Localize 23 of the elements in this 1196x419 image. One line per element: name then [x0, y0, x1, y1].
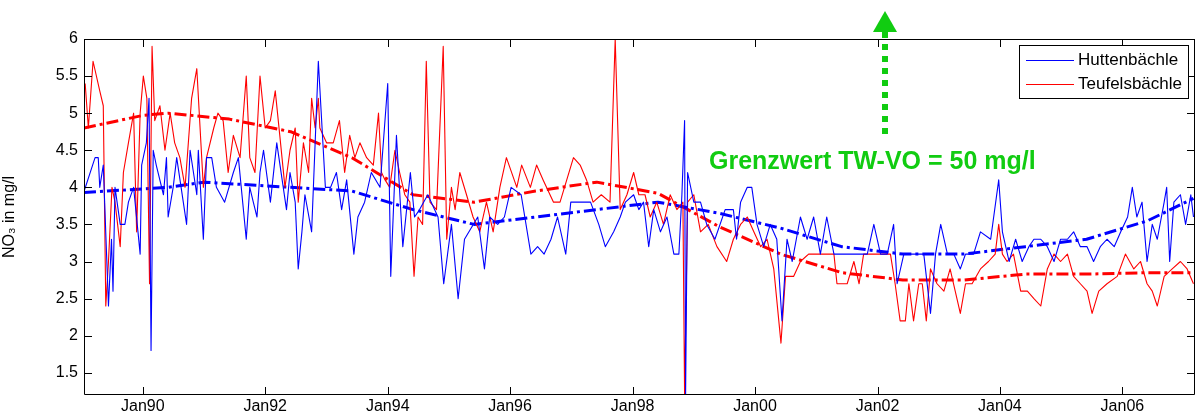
x-tick-label: Jan90	[121, 397, 165, 415]
y-tick-label: 3	[69, 251, 79, 269]
y-tick-label: 2.5	[55, 288, 79, 306]
x-tick-label: Jan96	[488, 397, 532, 415]
x-tick-label: Jan06	[1100, 397, 1145, 415]
y-tick-label: 4	[69, 177, 79, 195]
y-axis-title: NO₃ in mg/l	[0, 175, 18, 259]
x-tick-label: Jan98	[610, 397, 655, 415]
y-tick-label: 6	[69, 29, 79, 47]
x-tick-label: Jan94	[365, 397, 410, 415]
y-tick-label: 3.5	[55, 214, 79, 232]
y-tick-label: 5.5	[55, 66, 79, 84]
annotation: Grenzwert TW-VO = 50 mg/l	[709, 146, 1036, 175]
y-tick-label: 4.5	[55, 140, 79, 158]
legend-label: Teufelsbächle	[1078, 73, 1182, 95]
y-tick-label: 5	[69, 103, 79, 121]
x-tick-label: Jan04	[978, 397, 1022, 415]
legend-label: Huttenbächle	[1078, 49, 1179, 71]
x-tick-label: Jan02	[855, 397, 900, 415]
x-tick-label: Jan92	[243, 397, 288, 415]
y-tick-label: 1.5	[55, 363, 79, 381]
y-tick-label: 2	[69, 326, 79, 344]
x-tick-label: Jan00	[733, 397, 777, 415]
